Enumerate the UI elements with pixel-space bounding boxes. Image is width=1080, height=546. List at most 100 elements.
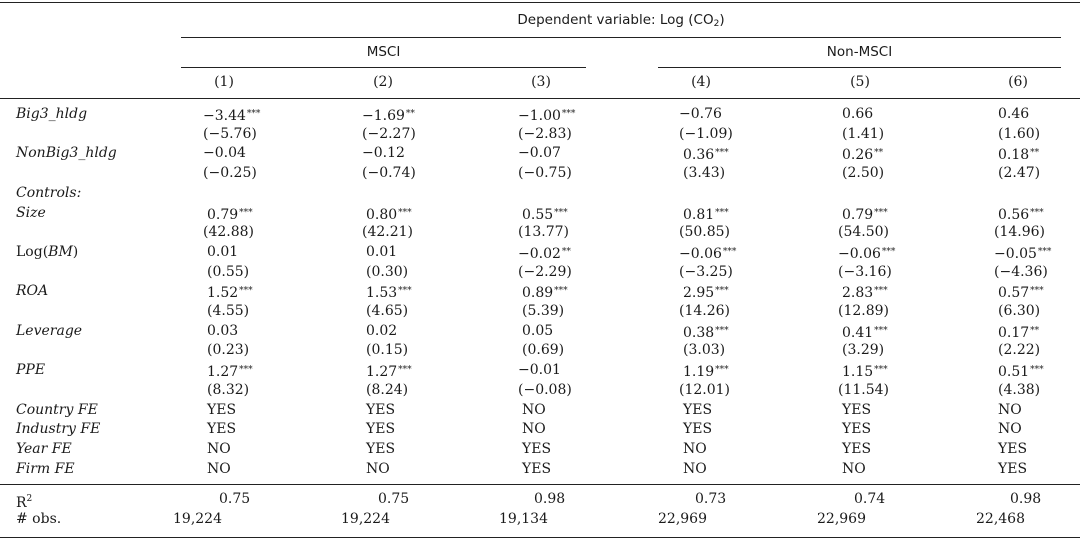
obs-value: 19,224 (173, 511, 222, 527)
column-header: (5) (850, 74, 870, 90)
table-cell: (−3.16) (838, 263, 892, 280)
table-cell: 0.05 (522, 322, 554, 339)
table-cell: (8.24) (366, 381, 409, 398)
table-cell: 2.95*** (683, 285, 729, 302)
table-cell: 0.02 (366, 322, 398, 339)
table-cell: NO (207, 460, 231, 477)
table-cell: (−2.83) (518, 125, 572, 142)
row-label: Firm FE (16, 460, 75, 477)
table-cell: 1.27*** (366, 364, 412, 381)
r2-value: 0.75 (378, 491, 410, 507)
table-cell: (0.69) (522, 342, 565, 359)
table-cell: 1.27*** (207, 364, 253, 381)
table-cell: YES (842, 401, 872, 418)
table-cell: 0.41*** (842, 324, 888, 341)
table-cell: YES (522, 440, 552, 457)
table-cell: NO (998, 401, 1022, 418)
obs-value: 19,134 (499, 511, 548, 527)
table-cell: (2.50) (842, 165, 885, 182)
r2-value: 0.73 (695, 491, 727, 507)
table-cell: 0.56*** (998, 206, 1044, 223)
table-cell: −0.06*** (679, 245, 737, 262)
obs-label: # obs. (16, 511, 62, 527)
obs-value: 22,969 (658, 511, 707, 527)
table-cell: (3.29) (842, 342, 885, 359)
table-cell: (1.41) (842, 125, 885, 142)
row-label: Year FE (16, 440, 72, 457)
row-label: Industry FE (16, 421, 101, 438)
table-cell: −1.00*** (518, 108, 576, 124)
table-cell: −1.69** (362, 108, 415, 124)
r2-value: 0.98 (1010, 491, 1042, 507)
row-label: Country FE (16, 401, 98, 418)
table-cell: YES (683, 421, 713, 438)
column-header: (6) (1008, 74, 1028, 90)
obs-value: 19,224 (341, 511, 390, 527)
table-cell: YES (842, 421, 872, 438)
table-cell: (14.96) (994, 224, 1046, 241)
table-cell: YES (998, 460, 1028, 477)
table-cell: 0.80*** (366, 206, 412, 223)
bottom-rule (0, 537, 1080, 538)
table-cell: YES (366, 440, 396, 457)
table-cell: YES (207, 401, 237, 418)
table-cell: YES (998, 440, 1028, 457)
row-label: Controls: (16, 184, 82, 201)
table-cell: 2.83*** (842, 285, 888, 302)
group-non-msci: Non-MSCI (826, 44, 893, 60)
table-cell: −0.02** (518, 245, 571, 262)
column-header: (3) (531, 74, 551, 90)
table-cell: 1.52*** (207, 285, 253, 302)
r2-value: 0.74 (854, 491, 886, 507)
table-cell: (0.55) (207, 263, 250, 280)
table-cell: 0.57*** (998, 285, 1044, 302)
table-cell: 0.81*** (683, 206, 729, 223)
table-cell: 1.19*** (683, 364, 729, 381)
table-cell: −0.06*** (838, 245, 896, 262)
non-msci-rule (658, 67, 1061, 68)
table-cell: (−5.76) (203, 125, 257, 142)
table-cell: (−2.27) (362, 125, 416, 142)
table-cell: YES (366, 401, 396, 418)
table-cell: 0.18** (998, 147, 1040, 164)
dependent-variable-header: Dependent variable: Log (CO2) (517, 12, 725, 29)
table-cell: YES (366, 421, 396, 438)
row-label: ROA (16, 283, 49, 300)
table-cell: NO (522, 421, 546, 438)
table-cell: (42.21) (362, 224, 414, 241)
obs-value: 22,468 (976, 511, 1025, 527)
table-cell: −3.44*** (203, 108, 261, 124)
table-cell: (−0.74) (362, 165, 416, 182)
table-cell: (2.47) (998, 165, 1041, 182)
table-cell: 0.36*** (683, 147, 729, 164)
table-cell: YES (207, 421, 237, 438)
table-cell: (2.22) (998, 342, 1041, 359)
table-cell: (3.03) (683, 342, 726, 359)
table-cell: (−2.29) (518, 263, 572, 280)
table-cell: 0.79*** (842, 206, 888, 223)
table-cell: 0.89*** (522, 285, 568, 302)
table-cell: (12.89) (838, 303, 890, 319)
table-cell: NO (842, 460, 866, 477)
r2-value: 0.75 (219, 491, 251, 507)
table-cell: (4.55) (207, 303, 250, 319)
table-cell: (−4.36) (994, 263, 1048, 280)
table-cell: −0.12 (362, 145, 405, 162)
table-cell: NO (998, 421, 1022, 438)
table-cell: NO (207, 440, 231, 457)
table-cell: 0.46 (998, 106, 1030, 122)
table-cell: (0.15) (366, 342, 409, 359)
table-cell: (42.88) (203, 224, 255, 241)
table-cell: −0.04 (203, 145, 246, 162)
table-cell: (11.54) (838, 381, 890, 398)
row-label: Leverage (16, 322, 83, 339)
stats-rule (0, 484, 1080, 485)
table-cell: 1.15*** (842, 364, 888, 381)
table-cell: (50.85) (679, 224, 731, 241)
table-cell: YES (842, 440, 872, 457)
table-cell: YES (522, 460, 552, 477)
table-cell: NO (522, 401, 546, 418)
table-cell: −0.01 (518, 362, 561, 379)
column-header: (1) (214, 74, 234, 90)
